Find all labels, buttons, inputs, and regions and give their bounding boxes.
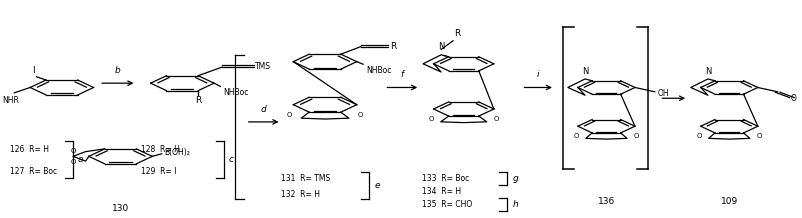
Text: O: O [358, 112, 363, 118]
Text: I: I [32, 66, 34, 75]
Text: N: N [705, 67, 711, 76]
Text: e: e [375, 181, 379, 190]
Text: 131  R= TMS: 131 R= TMS [282, 174, 330, 184]
Text: R: R [454, 29, 460, 38]
Text: O: O [634, 133, 639, 139]
Text: b: b [115, 66, 120, 75]
Text: 133  R= Boc: 133 R= Boc [422, 174, 469, 184]
Text: 129  R= I: 129 R= I [141, 167, 176, 176]
Text: NHBoc: NHBoc [367, 66, 391, 75]
Text: 134  R= H: 134 R= H [422, 187, 461, 196]
Text: 127  R= Boc: 127 R= Boc [10, 167, 57, 176]
Text: h: h [513, 200, 519, 209]
Text: 126  R= H: 126 R= H [10, 145, 49, 154]
Text: O: O [286, 112, 292, 118]
Text: 130: 130 [112, 203, 129, 213]
Text: O: O [493, 116, 499, 122]
Text: N: N [581, 67, 588, 76]
Text: g: g [513, 174, 519, 184]
Text: OH: OH [657, 89, 669, 98]
Text: 128  R= H: 128 R= H [141, 145, 180, 154]
Text: NHR: NHR [2, 96, 18, 105]
Text: 135  R= CHO: 135 R= CHO [422, 200, 472, 209]
Text: O: O [71, 159, 76, 165]
Text: i: i [537, 70, 540, 79]
Text: O: O [757, 133, 762, 139]
Text: a: a [78, 155, 83, 164]
Text: N: N [438, 42, 444, 51]
Text: TMS: TMS [255, 62, 271, 71]
Text: c: c [229, 155, 233, 164]
Text: O: O [791, 94, 796, 103]
Text: d: d [261, 104, 266, 114]
Text: R: R [390, 41, 396, 51]
Text: R: R [195, 96, 201, 105]
Text: B(OH)₂: B(OH)₂ [164, 148, 190, 157]
Text: O: O [428, 116, 434, 122]
Text: 109: 109 [721, 197, 738, 206]
Text: O: O [71, 148, 76, 154]
Text: 132  R= H: 132 R= H [282, 189, 321, 199]
Text: f: f [400, 70, 403, 79]
Text: O: O [696, 133, 702, 139]
Text: NHBoc: NHBoc [224, 88, 249, 97]
Text: O: O [573, 133, 579, 139]
Text: 136: 136 [597, 197, 615, 206]
